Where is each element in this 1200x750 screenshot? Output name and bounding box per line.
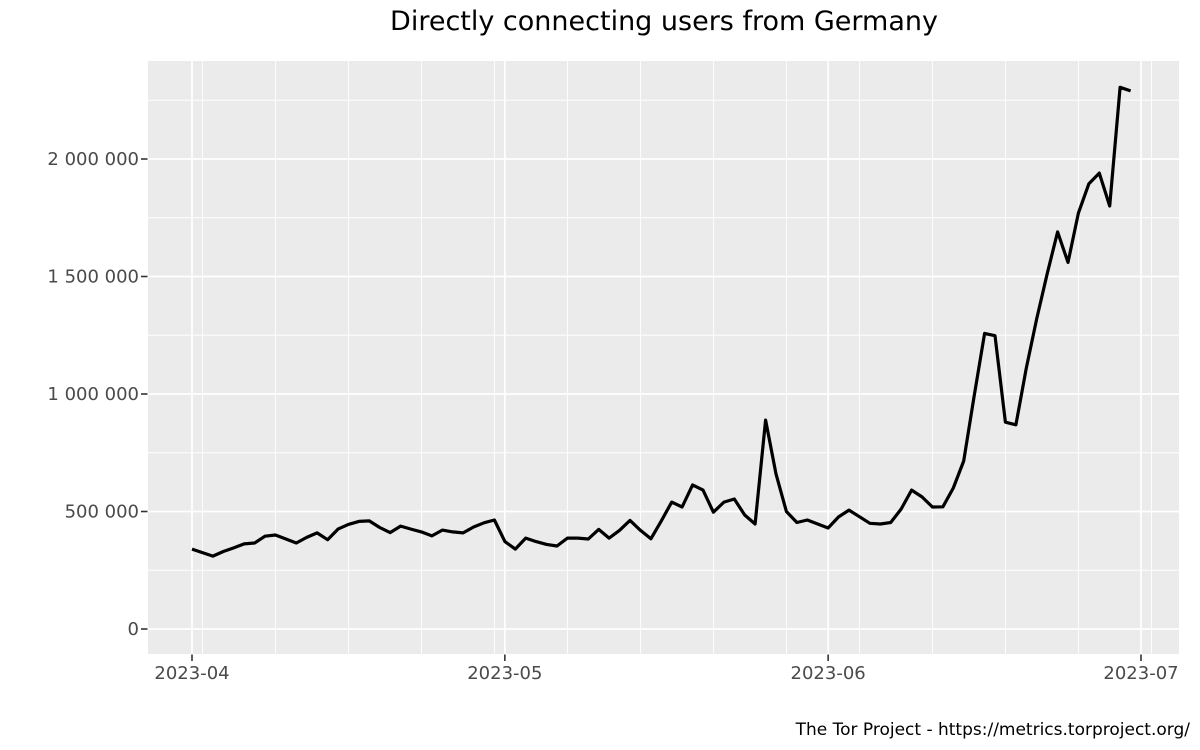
x-tick-label: 2023-07 [1103, 663, 1178, 684]
x-tick-label: 2023-06 [791, 663, 866, 684]
y-tick-label: 1 500 000 [47, 267, 139, 288]
y-tick-label: 1 000 000 [47, 384, 139, 405]
chart-title: Directly connecting users from Germany [390, 6, 938, 37]
y-tick-label: 0 [128, 619, 139, 640]
footer-attribution: The Tor Project - https://metrics.torpro… [795, 720, 1190, 740]
y-tick-label: 2 000 000 [47, 149, 139, 170]
data-series-line [191, 85, 1132, 558]
plot-panel [148, 61, 1179, 654]
y-tick-label: 500 000 [65, 502, 139, 523]
x-tick-label: 2023-04 [154, 663, 229, 684]
x-tick-label: 2023-05 [467, 663, 542, 684]
